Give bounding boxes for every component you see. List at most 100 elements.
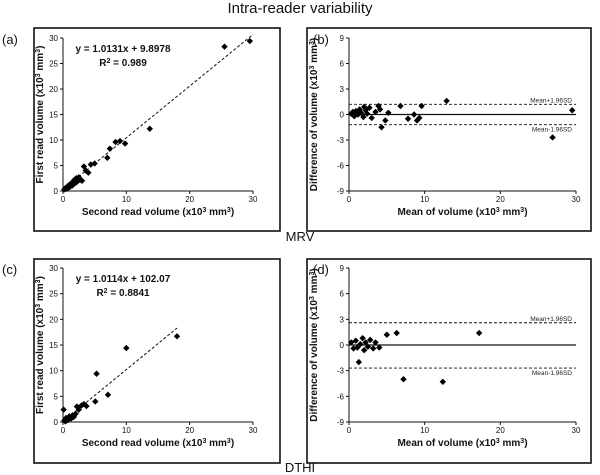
data-point: [443, 97, 450, 105]
data-point: [360, 346, 368, 354]
y-tick-label: 0: [54, 187, 59, 196]
panel-b: (b) 0 10 20 30 -9 -6 -3 0 3 6 9 Mean of volume (x103…: [306, 27, 592, 232]
y-tick-label: 20: [49, 85, 58, 94]
data-point: [393, 329, 400, 337]
data-point: [357, 109, 365, 116]
data-point: [104, 154, 111, 162]
data-point: [104, 391, 112, 398]
regression-equation: y = 1.0131x + 9.8978: [75, 44, 171, 55]
regression-equation: y = 1.0114x + 102.07: [76, 274, 171, 285]
data-point: [85, 169, 92, 176]
x-tick-label: 0: [61, 195, 66, 204]
x-axis-label: Mean of volume (x103 mm3): [397, 438, 527, 450]
y-tick-label: 0: [340, 111, 345, 120]
y-tick-label: -3: [337, 367, 345, 376]
y-axis-label: Difference of volume (x103 mm3): [309, 38, 321, 191]
data-point: [116, 137, 124, 145]
x-tick-label: 10: [420, 195, 429, 204]
x-tick-label: 30: [249, 195, 258, 204]
data-point: [385, 109, 392, 116]
x-tick-label: 20: [185, 426, 194, 435]
panel-label: (b): [313, 32, 329, 47]
y-tick-label: 9: [340, 34, 345, 43]
figure-title: Intra-reader variability: [227, 0, 373, 17]
data-point: [372, 108, 379, 116]
data-point: [364, 343, 372, 350]
data-point: [363, 110, 371, 117]
y-tick-label: 30: [49, 264, 58, 273]
x-tick-label: 20: [496, 195, 505, 204]
y-tick-label: 6: [340, 60, 345, 69]
x-tick-label: 30: [572, 195, 581, 204]
data-point: [549, 134, 556, 141]
data-point: [112, 138, 119, 146]
panel-a: (a) 0 10 20 30 0 5 10 15 20 25 30 Second read volume…: [2, 27, 281, 232]
data-point: [416, 114, 423, 122]
data-point: [74, 178, 81, 185]
data-point: [92, 398, 99, 405]
x-tick-label: 10: [122, 195, 131, 204]
data-point: [368, 114, 375, 122]
data-point: [106, 145, 114, 152]
data-point: [75, 406, 83, 413]
data-point: [78, 177, 86, 184]
data-point: [68, 415, 75, 422]
panel-label: (d): [313, 262, 329, 277]
y-tick-label: 15: [49, 341, 58, 350]
panel-frame: [306, 258, 592, 464]
panel-label: (c): [2, 262, 17, 277]
data-point: [123, 344, 130, 352]
y-tick-label: -3: [337, 136, 345, 145]
panel-label: (a): [2, 32, 18, 47]
trendline: [62, 327, 178, 422]
data-point: [73, 175, 80, 182]
data-point: [354, 344, 361, 351]
x-tick-label: 20: [185, 195, 194, 204]
data-point: [410, 111, 418, 118]
data-point: [221, 43, 228, 50]
data-point: [121, 140, 129, 147]
y-tick-label: 3: [340, 315, 345, 324]
data-point: [418, 102, 425, 110]
limit-label: Mean+1.96SD: [530, 97, 572, 104]
data-point: [72, 410, 79, 417]
y-tick-label: 25: [49, 290, 58, 299]
y-tick-label: -9: [337, 187, 345, 196]
y-axis-label: First read volume (x103 mm3): [35, 276, 47, 414]
data-point: [404, 115, 412, 122]
data-point: [360, 103, 368, 111]
section-label-mrv: MRV: [286, 229, 315, 244]
r-squared: R2 = 0.8841: [96, 288, 150, 300]
r-squared: R2 = 0.989: [99, 58, 147, 70]
data-point: [60, 406, 67, 413]
y-tick-label: 20: [49, 315, 58, 324]
limit-label: Mean+1.96SD: [530, 316, 572, 323]
x-axis-label: Mean of volume (x103 mm3): [397, 207, 527, 219]
data-point: [378, 124, 385, 131]
x-tick-label: 0: [347, 426, 352, 435]
data-point: [439, 378, 447, 385]
y-tick-label: 3: [340, 85, 345, 94]
x-axis-label: Second read volume (x103 mm3): [82, 438, 234, 450]
data-point: [173, 333, 181, 340]
data-point: [372, 339, 379, 346]
data-point: [370, 345, 377, 352]
data-point: [246, 37, 254, 45]
panel-c: (c) 0 10 20 30 0 5 10 15 20 25 30 Second read volume…: [2, 258, 281, 464]
y-tick-label: -9: [337, 418, 345, 427]
x-tick-label: 20: [496, 426, 505, 435]
data-point: [382, 117, 389, 124]
y-tick-label: 5: [54, 162, 59, 171]
panel-d: (d) 0 10 20 30 -9 -6 -3 0 3 6 9 Mean of volume (x103…: [306, 258, 592, 464]
limit-label: Mean-1.96SD: [532, 370, 572, 377]
data-point: [569, 107, 576, 114]
data-point: [366, 104, 373, 111]
x-tick-label: 10: [420, 426, 429, 435]
data-point: [376, 106, 384, 113]
data-point: [362, 339, 369, 346]
data-point: [71, 176, 78, 183]
y-tick-label: -6: [337, 392, 345, 401]
y-tick-label: 5: [54, 392, 59, 401]
x-tick-label: 0: [61, 426, 66, 435]
